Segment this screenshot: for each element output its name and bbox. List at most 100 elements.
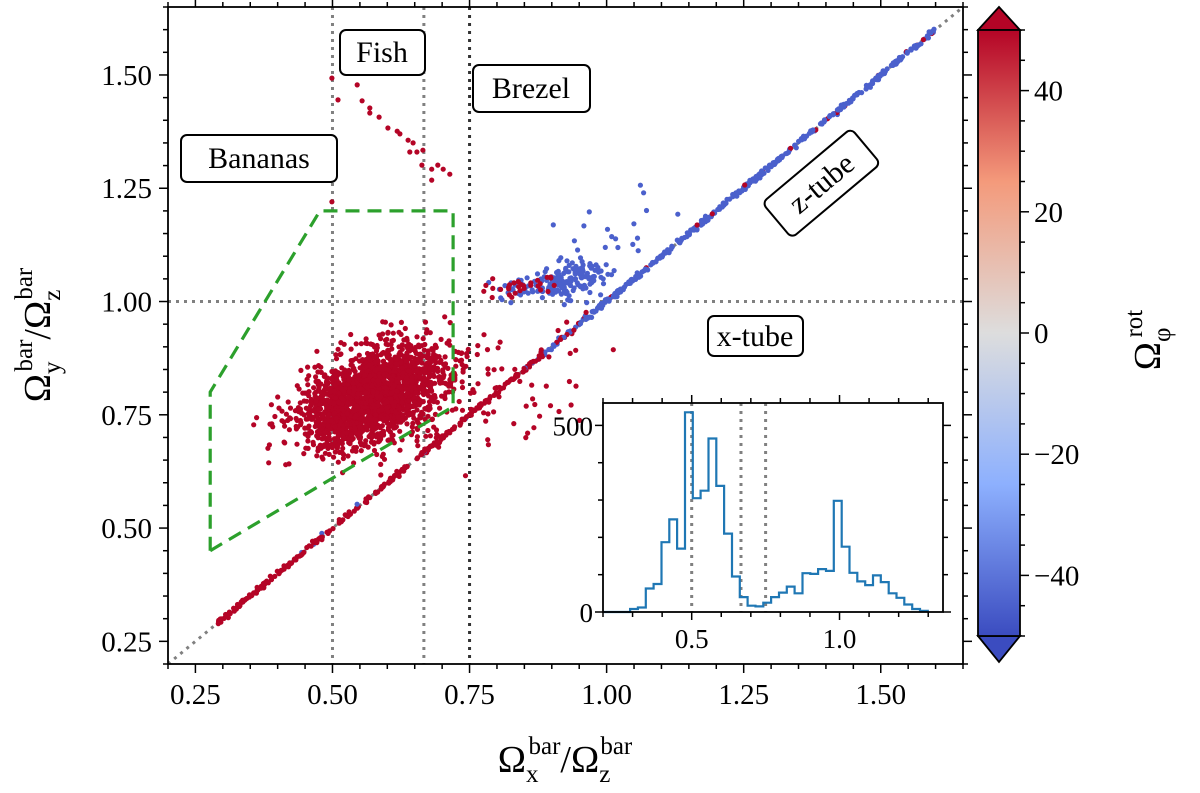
colorbar: 40 20 0 −20 −40 Ωφrot [975, 5, 1176, 664]
bananas-cloud-point [413, 389, 419, 395]
blue-cluster-main-point [539, 295, 546, 301]
bananas-cloud-point [380, 451, 386, 457]
bananas-cloud-point [403, 376, 409, 382]
red-cluster-left-point [511, 280, 517, 286]
diagonal-point [215, 621, 221, 627]
bananas-cloud-point [383, 389, 389, 395]
diagonal-point [739, 188, 745, 194]
diagonal-point [677, 239, 683, 245]
fish-point [420, 147, 426, 153]
diagonal-point [694, 222, 700, 228]
inset-frame [602, 402, 944, 613]
diagonal-point [550, 342, 556, 348]
blue-scatter-above-diagonal-point [611, 268, 617, 274]
diagonal-point [750, 177, 756, 183]
bananas-cloud-point [361, 443, 367, 449]
diagonal-point [231, 605, 237, 611]
bananas-cloud-point [305, 425, 311, 431]
bananas-cloud-point [474, 351, 480, 358]
diagonal-point [884, 66, 890, 72]
diagonal-point [765, 167, 771, 173]
bananas-cloud-point [371, 441, 377, 447]
red-scatter-below-diagonal-point [531, 425, 537, 431]
diagonal-point [396, 471, 402, 477]
bananas-cloud-point [337, 449, 343, 455]
bananas-cloud-point [350, 400, 356, 406]
bananas-cloud-point [323, 430, 329, 436]
bananas-cloud-point [392, 365, 398, 371]
red-scatter-below-diagonal-point [546, 354, 552, 360]
bananas-cloud-point [305, 364, 311, 370]
diagonal-point [770, 160, 776, 166]
bananas-cloud-point [396, 384, 402, 390]
diagonal-point [818, 120, 825, 126]
bananas-cloud-point [377, 393, 384, 400]
fish-point [407, 149, 413, 155]
bananas-cloud-point [437, 439, 443, 445]
blue-cluster-main-point [584, 300, 590, 306]
diagonal-point [705, 217, 711, 223]
diagonal-point [863, 82, 870, 88]
bananas-cloud-point [325, 381, 331, 387]
bananas-cloud-point [301, 398, 307, 404]
bananas-cloud-point [399, 399, 405, 405]
bananas-cloud-point [428, 379, 434, 385]
x-tick-label: 1.50 [855, 679, 906, 711]
diagonal-point [589, 309, 595, 315]
bananas-cloud-point [459, 407, 466, 413]
x-tick-label: 1.00 [581, 679, 632, 711]
bananas-cloud-point [372, 367, 378, 373]
diagonal-point [457, 420, 463, 426]
bananas-cloud-point [285, 399, 291, 405]
bananas-cloud-point [287, 405, 294, 411]
bananas-cloud-point [335, 459, 341, 465]
bananas-cloud-point [427, 365, 433, 371]
blue-cluster-main-point [556, 275, 563, 282]
fish-point [397, 131, 403, 137]
blue-cluster-main-point [566, 269, 572, 275]
bananas-cloud-point [318, 364, 324, 370]
fish-point [354, 82, 360, 88]
bananas-cloud-point [411, 399, 417, 405]
red-scatter-below-diagonal-point [483, 418, 489, 424]
fish-point [440, 166, 446, 172]
bananas-cloud-point [353, 412, 359, 418]
diagonal-point [390, 477, 396, 483]
blue-scatter-above-diagonal-point [609, 234, 615, 240]
diagonal-point [639, 269, 645, 275]
bananas-cloud-point [384, 398, 390, 405]
blue-scatter-above-diagonal-point [579, 259, 585, 265]
blue-scatter-above-diagonal-point [630, 241, 636, 247]
red-scatter-below-diagonal-point [492, 385, 498, 391]
bananas-cloud-point [408, 384, 414, 390]
bananas-cloud-point [283, 411, 289, 417]
bananas-cloud-point [429, 416, 435, 423]
red-scatter-below-diagonal-point [568, 402, 574, 408]
bananas-cloud-point [383, 405, 390, 411]
bananas-cloud-point [348, 432, 354, 438]
bananas-cloud-point [405, 403, 411, 409]
red-scatter-below-diagonal-point [523, 435, 529, 441]
fish-point [414, 149, 420, 155]
red-scatter-below-diagonal-point [583, 309, 589, 315]
fish-point [359, 98, 365, 104]
red-cluster-left-point [537, 281, 543, 287]
bananas-cloud-point [384, 352, 390, 358]
bananas-cloud-point [375, 403, 381, 409]
bananas-cloud-point [341, 436, 347, 442]
blue-scatter-above-diagonal-point [635, 248, 641, 254]
diagonal-point [260, 581, 267, 587]
bananas-cloud-point [340, 455, 346, 462]
bananas-cloud-point [378, 461, 384, 467]
diagonal-point [354, 501, 360, 507]
bananas-cloud-point [481, 410, 487, 416]
red-scatter-below-diagonal-point [493, 391, 499, 397]
bananas-cloud-point [459, 384, 466, 391]
bananas-cloud-point [341, 415, 347, 421]
bananas-cloud-point [442, 314, 448, 320]
diagonal-point [459, 416, 465, 422]
blue-scatter-above-diagonal-point [571, 238, 578, 244]
diagonal-point [424, 446, 430, 452]
bananas-cloud-point [345, 394, 351, 400]
x-tick-label: 1.25 [718, 679, 769, 711]
